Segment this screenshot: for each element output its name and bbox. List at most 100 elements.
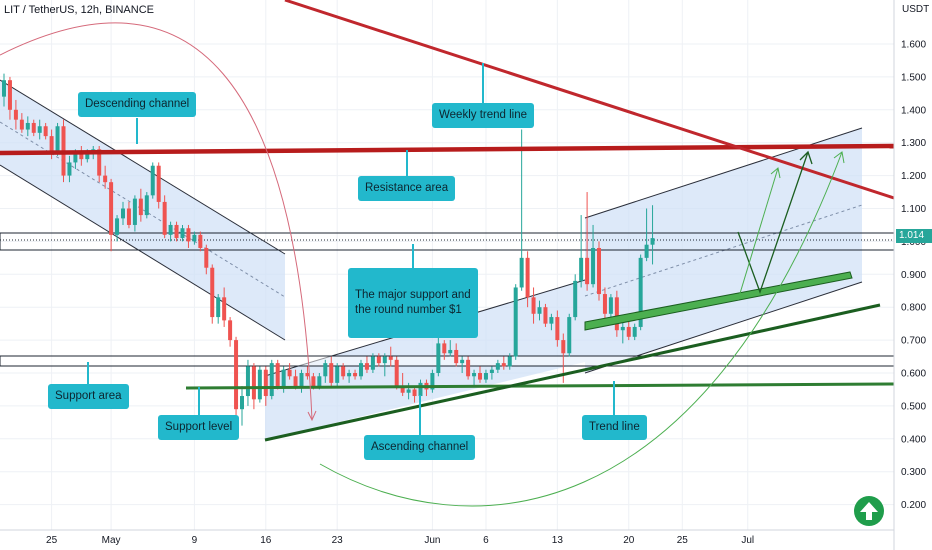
callout-pointer xyxy=(405,150,408,176)
candle-body xyxy=(359,363,363,377)
callout-descending-channel[interactable]: Descending channel xyxy=(78,92,197,144)
candle-body xyxy=(25,122,30,130)
candle-body xyxy=(281,369,286,387)
candle-body xyxy=(311,376,316,387)
callout-support-level[interactable]: Support level xyxy=(158,387,240,440)
callout-weekly-trend-line[interactable]: Weekly trend line xyxy=(432,63,534,128)
candle-body xyxy=(156,165,161,202)
candle-body xyxy=(650,238,655,245)
candle-body xyxy=(347,373,352,377)
callout-text: The major support and the round number $… xyxy=(355,289,471,316)
candle-body xyxy=(519,257,524,288)
candle-body xyxy=(614,297,619,331)
candle-body xyxy=(341,366,346,377)
x-tick-label: 9 xyxy=(192,535,198,546)
candle-body xyxy=(85,152,90,160)
candle-body xyxy=(418,382,423,397)
callout-text: Descending channel xyxy=(85,98,190,110)
candle-body xyxy=(329,363,334,383)
candle-body xyxy=(269,363,274,397)
y-tick-label: 1.300 xyxy=(901,138,926,149)
candle-body xyxy=(460,359,465,364)
candle-layer xyxy=(2,73,655,439)
candle-body xyxy=(180,228,185,239)
candle-body xyxy=(97,149,102,176)
candle-body xyxy=(537,307,542,314)
y-tick-label: 1.600 xyxy=(901,40,926,51)
rising-channel-top xyxy=(584,127,863,219)
candle-body xyxy=(168,224,173,235)
candle-body xyxy=(245,366,250,397)
candle-body xyxy=(442,343,447,354)
x-tick-label: 16 xyxy=(260,535,272,546)
arrow-up-icon xyxy=(860,502,878,520)
candle-body xyxy=(109,182,114,235)
callout-support-area[interactable]: Support area xyxy=(48,362,129,409)
x-tick-label: May xyxy=(102,535,121,546)
y-tick-label: 1.500 xyxy=(901,72,926,83)
y-tick-label: 0.400 xyxy=(901,434,926,445)
projection-path-dark xyxy=(737,151,809,294)
candle-body xyxy=(144,195,149,216)
candle-body xyxy=(579,257,584,281)
candle-body xyxy=(483,373,488,380)
callout-resistance-area[interactable]: Resistance area xyxy=(358,150,456,201)
resistance-line xyxy=(0,143,895,156)
candle-body xyxy=(216,297,221,318)
candle-body xyxy=(388,356,393,360)
candle-body xyxy=(412,389,417,397)
candle-body xyxy=(478,373,482,380)
callout-ascending-channel[interactable]: Ascending channel xyxy=(364,395,476,460)
candle-body xyxy=(406,389,411,393)
x-tick-label: Jul xyxy=(741,535,754,546)
candle-body xyxy=(174,224,179,239)
projection-arc-green xyxy=(319,151,843,507)
callout-major-support[interactable]: The major support and the round number $… xyxy=(348,244,478,338)
candle-body xyxy=(317,376,322,387)
chart-title: LIT / TetherUS, 12h, BINANCE xyxy=(4,4,154,16)
currency-label: USDT xyxy=(902,4,930,15)
callout-text: Ascending channel xyxy=(371,441,469,453)
weekly-trend-line xyxy=(284,0,895,200)
candle-body xyxy=(626,326,631,337)
callout-text: Support area xyxy=(55,390,122,402)
candle-body xyxy=(240,396,244,410)
candle-body xyxy=(436,343,441,373)
candle-body xyxy=(376,356,381,364)
arrowhead-light xyxy=(770,167,781,179)
candle-body xyxy=(531,297,536,314)
x-tick-label: 13 xyxy=(552,535,564,546)
y-tick-label: 1.400 xyxy=(901,105,926,116)
projection-path-light xyxy=(737,167,779,301)
x-tick-label: 25 xyxy=(677,535,689,546)
candle-body xyxy=(162,201,167,235)
bullish-idea-badge[interactable] xyxy=(854,496,884,526)
candle-body xyxy=(115,218,120,235)
candle-body xyxy=(466,359,471,377)
callout-trend-line[interactable]: Trend line xyxy=(582,381,647,440)
candle-body xyxy=(204,247,209,268)
candle-body xyxy=(382,356,387,364)
callout-text: Support level xyxy=(165,421,233,433)
candle-body xyxy=(567,317,572,354)
candle-body xyxy=(19,119,24,130)
candle-body xyxy=(472,373,477,377)
candle-body xyxy=(454,349,459,364)
descending-channel-bottom xyxy=(0,164,286,341)
candle-body xyxy=(150,165,155,196)
callout-pointer xyxy=(411,244,414,268)
x-tick-label: Jun xyxy=(424,535,440,546)
candle-body xyxy=(549,317,554,324)
x-tick-label: 20 xyxy=(623,535,635,546)
y-tick-label: 0.700 xyxy=(901,336,926,347)
arrowhead-dark xyxy=(799,150,813,165)
candle-body xyxy=(138,198,143,216)
x-tick-label: 25 xyxy=(46,535,58,546)
candle-body xyxy=(501,363,506,367)
callout-pointer xyxy=(87,362,90,384)
y-tick-label: 0.300 xyxy=(901,467,926,478)
drawing-layer xyxy=(0,0,895,507)
candle-body xyxy=(103,175,108,183)
